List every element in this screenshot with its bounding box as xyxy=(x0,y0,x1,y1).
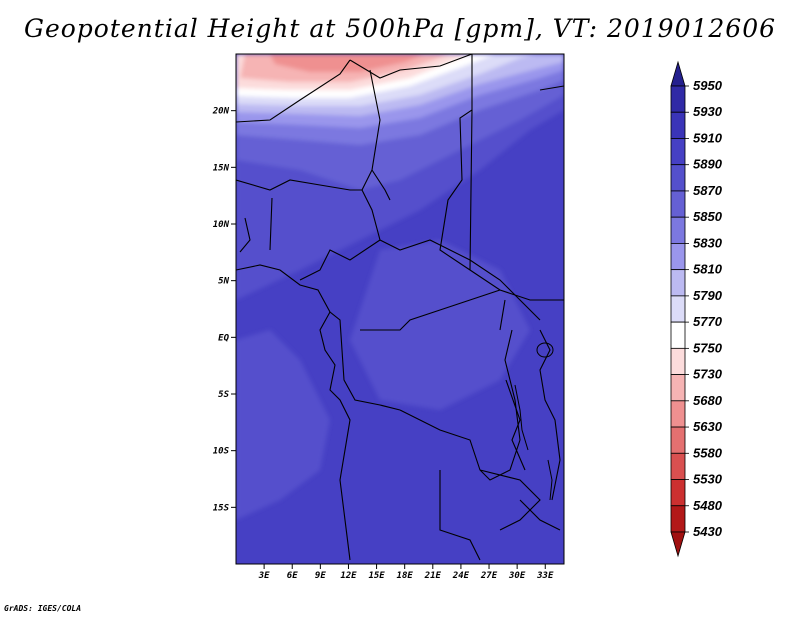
lon-tick-label: 9E xyxy=(315,571,326,581)
colorbar-label: 5750 xyxy=(693,340,723,355)
colorbar-label: 5480 xyxy=(693,498,723,513)
colorbar-segment xyxy=(670,269,686,297)
colorbar-label: 5730 xyxy=(693,367,723,382)
lon-tick-label: 6E xyxy=(287,571,298,581)
colorbar-label: 5810 xyxy=(693,262,723,277)
lon-tick-label: 33E xyxy=(536,571,554,581)
colorbar-segment xyxy=(670,111,686,139)
colorbar-segment xyxy=(670,216,686,244)
lake-malawi xyxy=(547,459,553,501)
colorbar-label: 5890 xyxy=(693,157,723,172)
lakes xyxy=(514,342,554,501)
latitude-axis: 20N 15N 10N 5N EQ 5S 10S 15S xyxy=(212,107,236,513)
colorbar-label: 5910 xyxy=(693,130,723,145)
colorbar-segment xyxy=(670,164,686,192)
colorbar-segment xyxy=(670,400,686,428)
contour-band-5870-center xyxy=(350,240,530,410)
lon-tick-label: 30E xyxy=(508,571,526,581)
longitude-axis: 3E 6E 9E 12E 15E 18E 21E 24E 27E 30E 33E xyxy=(258,564,554,581)
lon-tick-label: 3E xyxy=(258,571,270,581)
lat-tick-label: 10N xyxy=(213,220,230,230)
colorbar-label: 5950 xyxy=(693,78,723,93)
lat-tick-label: 15S xyxy=(213,503,230,513)
map-title: Geopotential Height at 500hPa [gpm], VT:… xyxy=(23,14,777,43)
lon-tick-label: 21E xyxy=(424,571,442,581)
colorbar-label: 5850 xyxy=(693,209,723,224)
lon-tick-label: 24E xyxy=(452,571,470,581)
colorbar-label: 5770 xyxy=(693,314,723,329)
lat-tick-label: 5S xyxy=(218,390,229,400)
colorbar-label: 5930 xyxy=(693,104,723,119)
lake-tanganyika xyxy=(514,384,529,451)
colorbar-label: 5430 xyxy=(693,524,723,539)
colorbar-segment xyxy=(670,190,686,218)
colorbar-label: 5870 xyxy=(693,183,723,198)
colorbar-label: 5530 xyxy=(693,472,723,487)
country-borders xyxy=(236,54,564,561)
colorbar-label: 5790 xyxy=(693,288,723,303)
colorbar-label: 5680 xyxy=(693,393,723,408)
colorbar-segment xyxy=(670,374,686,402)
lat-tick-label: 15N xyxy=(213,163,230,173)
colorbar-segment xyxy=(670,452,686,480)
contour-band-5870-south xyxy=(236,330,330,520)
map-plot-area xyxy=(236,54,564,564)
lat-tick-label: 20N xyxy=(212,107,230,117)
lon-tick-label: 15E xyxy=(368,571,385,581)
lake-victoria xyxy=(536,342,554,358)
colorbar-segment xyxy=(670,505,686,533)
colorbar-label: 5580 xyxy=(693,445,723,460)
colorbar-segment xyxy=(670,347,686,375)
colorbar-segment xyxy=(670,243,686,271)
colorbar-label: 5830 xyxy=(693,235,723,250)
colorbar-segment xyxy=(670,426,686,454)
colorbar-label: 5630 xyxy=(693,419,723,434)
lat-tick-label: 5N xyxy=(218,277,229,287)
colorbar-segment xyxy=(670,321,686,349)
lat-tick-label: EQ xyxy=(218,333,229,343)
colorbar-segment xyxy=(670,295,686,323)
lon-tick-label: 12E xyxy=(340,571,357,581)
colorbar: 5950 5930 5910 5890 5870 5850 5830 5810 5790 5770… xyxy=(670,60,723,558)
colorbar-segment xyxy=(670,85,686,113)
lon-tick-label: 18E xyxy=(397,571,414,581)
colorbar-segment xyxy=(670,479,686,507)
grads-credit: GrADS: IGES/COLA xyxy=(4,604,82,613)
colorbar-bottom-triangle xyxy=(670,531,686,558)
lon-tick-label: 27E xyxy=(480,571,498,581)
map-frame xyxy=(235,53,565,565)
lat-tick-label: 10S xyxy=(213,447,230,457)
colorbar-segment xyxy=(670,138,686,166)
colorbar-top-triangle xyxy=(670,60,686,87)
